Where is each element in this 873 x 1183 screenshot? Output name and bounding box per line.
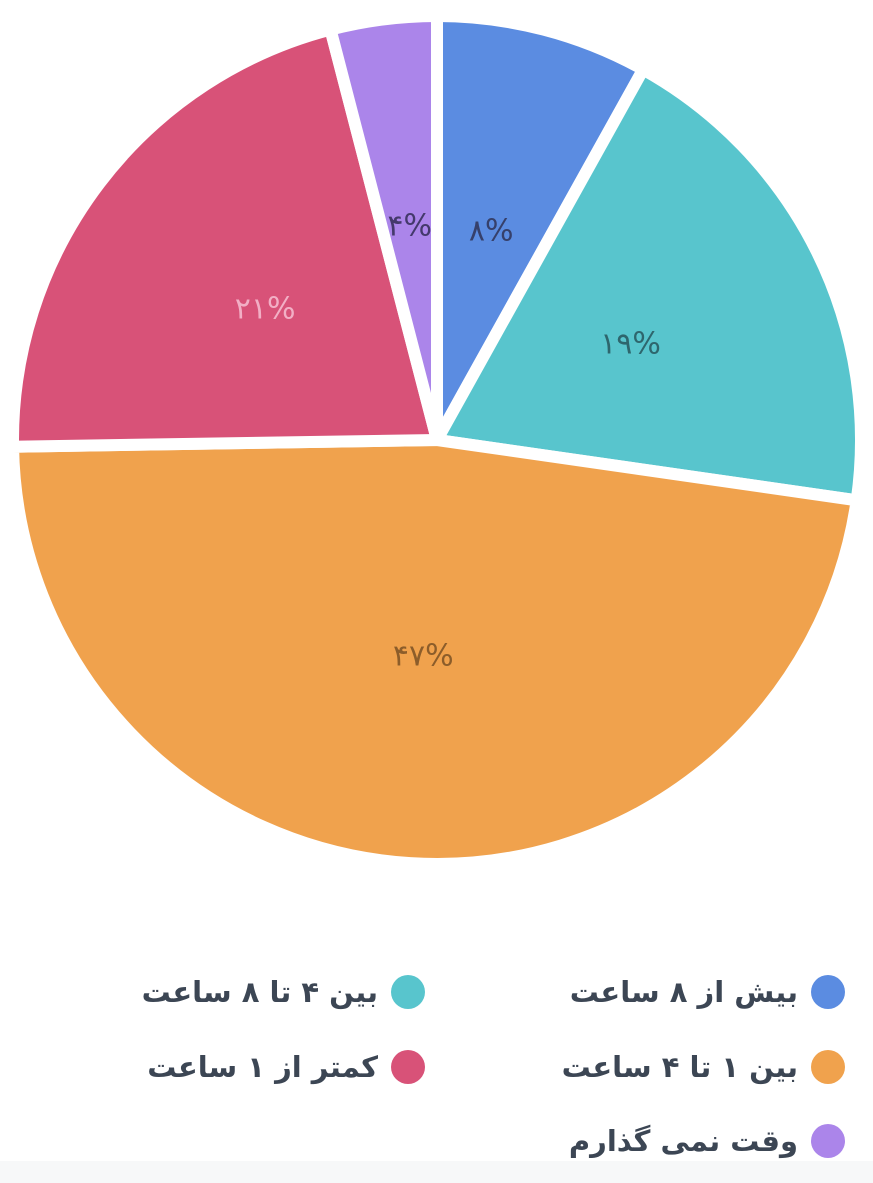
pie-chart-figure: ۸% ۱۹% ۴۷% ۲۱% ۴% — [7, 10, 867, 870]
pie-slice-4[interactable] — [324, 10, 443, 446]
legend-color-dot — [391, 1050, 425, 1084]
pie-slice-2[interactable] — [7, 434, 863, 870]
pie-slice-0[interactable] — [431, 10, 650, 446]
legend-color-dot — [811, 1050, 845, 1084]
pie-slice-3[interactable] — [7, 23, 443, 453]
legend-color-dot — [811, 975, 845, 1009]
legend-item-4-to-8-hours[interactable]: بین ۴ تا ۸ ساعت — [136, 971, 425, 1013]
legend-label: کمتر از ۱ ساعت — [147, 1050, 378, 1084]
legend-label: بین ۱ تا ۴ ساعت — [561, 1050, 798, 1084]
legend-label: بین ۴ تا ۸ ساعت — [141, 975, 378, 1009]
legend-item-no-time-spent[interactable]: وقت نمی گذارم — [563, 1120, 845, 1162]
legend-item-1-to-4-hours[interactable]: بین ۱ تا ۴ ساعت — [556, 1046, 845, 1088]
legend-item-less-than-1-hour[interactable]: کمتر از ۱ ساعت — [141, 1046, 425, 1088]
legend-item-more-than-8-hours[interactable]: بیش از ۸ ساعت — [564, 971, 845, 1013]
pie-chart — [7, 10, 867, 870]
pie-slice-1[interactable] — [431, 63, 867, 507]
legend-label: بیش از ۸ ساعت — [569, 975, 798, 1009]
next-section-strip — [0, 1161, 873, 1183]
legend-label: وقت نمی گذارم — [568, 1124, 798, 1158]
legend-color-dot — [811, 1124, 845, 1158]
legend-color-dot — [391, 975, 425, 1009]
